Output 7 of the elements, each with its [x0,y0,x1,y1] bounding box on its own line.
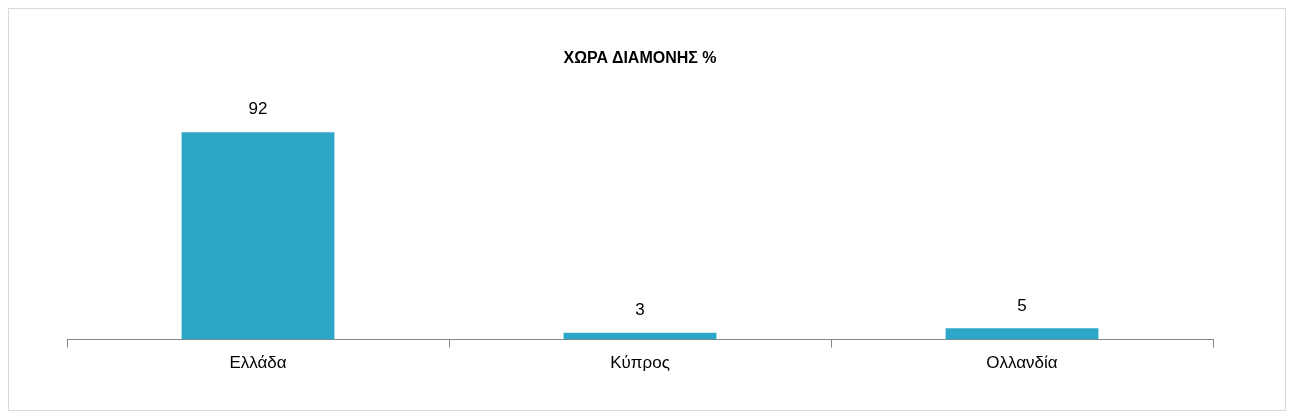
x-tick-label: Ολλανδία [986,353,1058,373]
x-tick-label: Ελλάδα [229,353,287,373]
data-label: 5 [1017,295,1027,315]
x-tick-label: Κύπρος [610,353,670,373]
chart-title: ΧΩΡΑ ΔΙΑΜΟΝΗΣ % [563,49,717,67]
data-label: 92 [248,99,268,119]
data-label: 3 [635,300,645,320]
